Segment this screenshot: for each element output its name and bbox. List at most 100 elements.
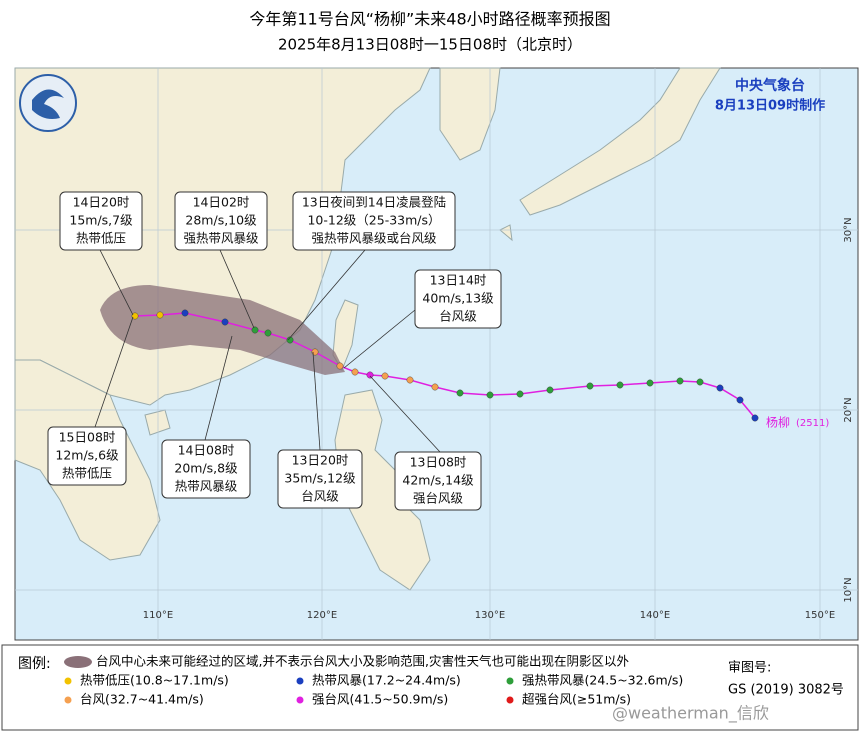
legend-swatch xyxy=(506,677,514,685)
leader-line xyxy=(94,316,134,428)
legend-items: 热带低压(10.8~17.1m/s) 热带风暴(17.2~24.4m/s) 强热带风… xyxy=(64,673,683,707)
logo xyxy=(19,74,77,132)
track-point xyxy=(676,377,684,385)
annotation-line: 14日08时 xyxy=(178,443,235,458)
annotation-line: 28m/s,10级 xyxy=(185,213,257,228)
track-point xyxy=(366,371,374,379)
annotation-line: 13日20时 xyxy=(292,453,349,468)
track-point xyxy=(131,312,139,320)
annotation-line: 热带低压 xyxy=(62,466,112,481)
lon-labels: 110°E 120°E 130°E 140°E 150°E xyxy=(143,610,835,621)
track-point xyxy=(696,378,704,386)
legend-title: 图例: xyxy=(18,656,51,672)
annotation-line: 台风级 xyxy=(439,309,477,324)
annotation-line: 台风级 xyxy=(301,489,339,504)
logo-swirl xyxy=(32,89,64,119)
track xyxy=(131,309,759,422)
typhoon-code: (2511) xyxy=(796,418,829,429)
track-point xyxy=(586,382,594,390)
annotation-box xyxy=(292,191,456,251)
annotation-line: 13日08时 xyxy=(410,455,467,470)
leader-line xyxy=(343,309,416,369)
track-point xyxy=(616,381,624,389)
legend-label: 超强台风(≥51m/s) xyxy=(522,692,631,707)
annotation-box xyxy=(414,269,502,329)
legend-label: 强台风(41.5~50.9m/s) xyxy=(312,692,448,707)
track-point xyxy=(516,390,524,398)
probability-cone xyxy=(100,285,345,375)
agency: 中央气象台 xyxy=(735,77,805,94)
land-korea xyxy=(439,67,501,161)
annotation-line: 14日20时 xyxy=(73,195,130,210)
watermark: @weatherman_信欣 xyxy=(612,704,769,724)
annotation-box xyxy=(174,191,268,251)
annotation-line: 强热带风暴级 xyxy=(183,231,259,246)
legend-swatch xyxy=(296,696,304,704)
annotation-line: 12m/s,6级 xyxy=(55,448,119,463)
annotation-line: 热带风暴级 xyxy=(175,479,238,494)
typhoon-name: 杨柳 xyxy=(766,415,790,430)
track-point xyxy=(264,329,272,337)
track-point xyxy=(486,391,494,399)
legend-label: 热带风暴(17.2~24.4m/s) xyxy=(312,673,461,688)
leader-line xyxy=(287,249,366,341)
review-number: GS (2019) 3082号 xyxy=(728,683,844,698)
track-point xyxy=(351,368,359,376)
annotation-line: 40m/s,13级 xyxy=(422,291,494,306)
legend: 图例: 台风中心未来可能经过的区域,并不表示台风大小及影响范围,灾害性天气也可能… xyxy=(1,644,859,731)
annotation-box xyxy=(47,426,127,486)
legend-swatch xyxy=(506,696,514,704)
track-point xyxy=(716,384,724,392)
cone-icon xyxy=(64,656,92,668)
land-islands xyxy=(499,224,513,242)
land-japan xyxy=(519,67,721,216)
leader-line xyxy=(312,351,321,451)
track-point xyxy=(751,414,759,422)
cone-text: 台风中心未来可能经过的区域,并不表示台风大小及影响范围,灾害性天气也可能出现在阴… xyxy=(96,654,629,669)
annotation-box xyxy=(394,451,482,511)
leader-line xyxy=(369,375,441,453)
lon-label: 110°E xyxy=(143,610,173,621)
legend-swatch xyxy=(296,677,304,685)
track-point xyxy=(406,376,414,384)
lat-label: 10°N xyxy=(843,577,854,602)
lon-label: 130°E xyxy=(475,610,505,621)
logo-ring xyxy=(19,74,77,132)
track-point xyxy=(336,362,344,370)
track-point xyxy=(381,372,389,380)
annotation-line: 13日夜间到14日凌晨登陆 xyxy=(302,195,446,210)
track-point xyxy=(251,326,259,334)
annotation-line: 强热带风暴级或台风级 xyxy=(311,231,437,246)
annotation-line: 10-12级（25-33m/s） xyxy=(307,213,440,228)
issued: 8月13日09时制作 xyxy=(715,98,825,114)
leader-line xyxy=(204,335,233,441)
track-point xyxy=(156,311,164,319)
annotation-box xyxy=(59,191,143,251)
leader-lines xyxy=(94,249,441,453)
annotation-line: 20m/s,8级 xyxy=(174,461,238,476)
annotation-line: 强台风级 xyxy=(413,491,464,506)
annotation-box xyxy=(277,449,363,509)
lon-label: 120°E xyxy=(307,610,337,621)
lon-label: 150°E xyxy=(805,610,835,621)
review-label: 审图号: xyxy=(728,661,771,676)
track-point xyxy=(286,336,294,344)
track-point xyxy=(431,383,439,391)
lon-label: 140°E xyxy=(640,610,670,621)
leader-line xyxy=(219,249,255,329)
legend-box xyxy=(1,644,859,731)
annotation-line: 13日14时 xyxy=(430,273,487,288)
annotation-line: 15日08时 xyxy=(59,430,116,445)
track-point xyxy=(456,389,464,397)
leader-line xyxy=(99,249,134,316)
annotation-line: 42m/s,14级 xyxy=(402,473,474,488)
lat-label: 30°N xyxy=(843,217,854,242)
track-point xyxy=(181,309,189,317)
lat-label: 20°N xyxy=(843,397,854,422)
title: 今年第11号台风“杨柳”未来48小时路径概率预报图 xyxy=(249,10,610,29)
track-point xyxy=(546,386,554,394)
annotation-line: 15m/s,7级 xyxy=(69,213,133,228)
